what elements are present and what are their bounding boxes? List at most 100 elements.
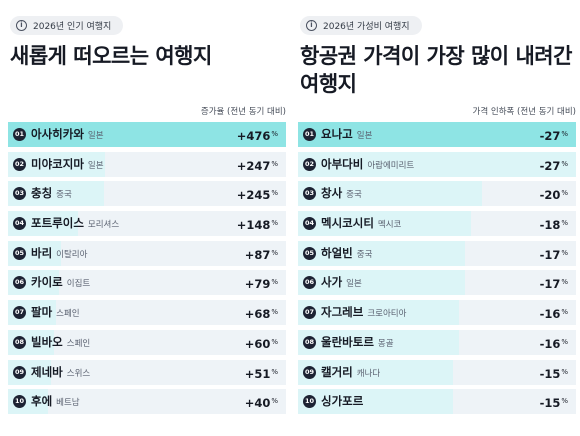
destination-name: 제네바 스위스 (31, 360, 90, 385)
value-label: -27% (540, 122, 568, 147)
value-unit: % (561, 337, 568, 346)
value-number: +87 (244, 247, 271, 262)
bar-row: 05 하얼빈 중국 -17% (298, 240, 576, 266)
destination-name: 사가 일본 (321, 270, 362, 295)
value-number: -20 (539, 188, 561, 203)
value-number: -17 (539, 247, 561, 262)
value-label: +51% (245, 360, 278, 385)
value-number: +51 (244, 366, 271, 381)
destination-name: 팔마 스페인 (31, 300, 80, 325)
value-number: +79 (244, 277, 271, 292)
bar-row: 04 멕시코시티 멕시코 -18% (298, 211, 576, 237)
country-label: 캐나다 (356, 368, 381, 379)
country-label: 아랍에미리트 (367, 160, 415, 171)
rank-badge: 03 (13, 187, 26, 201)
value-label: +245% (237, 181, 278, 206)
destination-name: 아부다비 아랍에미리트 (321, 152, 414, 177)
country-label: 몽골 (377, 338, 394, 349)
rank-badge: 04 (303, 217, 316, 231)
value-label: -27% (540, 152, 568, 177)
value-number: +40 (244, 396, 271, 411)
city-label: 아부다비 (321, 156, 364, 171)
bar-list: 01 요나고 일본 -27% 02 아부다비 아랍에미리트 -27% 03 창사 중국 -20% 04 멕… (298, 122, 576, 419)
bar-row: 02 미야코지마 일본 +247% (8, 151, 286, 177)
city-label: 울란바토르 (321, 334, 374, 349)
country-label: 중국 (356, 249, 373, 260)
country-label: 크로아티아 (367, 309, 407, 320)
value-unit: % (271, 337, 278, 346)
bar (298, 329, 459, 355)
bar (298, 211, 471, 237)
metric-label: 증가율 (전년 동기 대비) (200, 107, 286, 117)
bar-row: 03 창사 중국 -20% (298, 181, 576, 207)
rank-badge: 05 (303, 246, 316, 260)
bar-row: 09 캘거리 캐나다 -15% (298, 359, 576, 385)
value-unit: % (271, 219, 278, 228)
bar-list: 01 아사히카와 일본 +476% 02 미야코지마 일본 +247% 03 충칭 중국 +245% 0… (8, 122, 286, 419)
value-number: +68 (244, 307, 271, 322)
destination-name: 아사히카와 일본 (31, 122, 104, 147)
rank-badge: 02 (13, 157, 26, 171)
value-unit: % (271, 189, 278, 198)
value-label: +87% (245, 241, 278, 266)
value-label: -17% (540, 270, 568, 295)
city-label: 창사 (321, 186, 343, 201)
rank-badge: 06 (13, 276, 26, 290)
bar (298, 359, 453, 385)
bar-row: 03 충칭 중국 +245% (8, 181, 286, 207)
country-label: 스페인 (56, 309, 80, 320)
destination-name: 자그레브 크로아티아 (321, 300, 406, 325)
value-label: -16% (540, 300, 568, 325)
value-label: +40% (245, 389, 278, 414)
bar-row: 09 제네바 스위스 +51% (8, 359, 286, 385)
bar-row: 07 팔마 스페인 +68% (8, 300, 286, 326)
bar-row: 08 울란바토르 몽골 -16% (298, 329, 576, 355)
metric-label: 가격 인하폭 (전년 동기 대비) (472, 107, 576, 117)
value-unit: % (561, 189, 568, 198)
city-label: 미야코지마 (31, 156, 84, 171)
value-destinations-panel: i 2026년 가성비 여행지 항공권 가격이 가장 많이 내려간 여행지 가격… (298, 0, 576, 436)
bar-row: 08 빌바오 스페인 +60% (8, 329, 286, 355)
value-label: -18% (540, 211, 568, 236)
destination-name: 카이로 이집트 (31, 270, 90, 295)
value-unit: % (561, 219, 568, 228)
bar-row: 04 포트루이스 모리셔스 +148% (8, 211, 286, 237)
bar-row: 10 싱가포르 -15% (298, 389, 576, 415)
country-label: 중국 (346, 190, 362, 201)
country-label: 스페인 (66, 338, 91, 349)
bar-row: 05 바리 이탈리아 +87% (8, 240, 286, 266)
bar-row: 10 후에 베트남 +40% (8, 389, 286, 415)
value-unit: % (271, 159, 278, 168)
value-number: +60 (244, 336, 271, 351)
country-label: 이탈리아 (56, 249, 88, 260)
country-label: 멕시코 (377, 220, 402, 231)
city-label: 빌바오 (31, 334, 63, 349)
bar (298, 151, 576, 177)
rank-badge: 07 (13, 306, 26, 320)
rank-badge: 05 (13, 246, 26, 260)
value-number: -17 (539, 277, 561, 292)
bar (298, 240, 465, 266)
rank-badge: 08 (303, 335, 316, 349)
value-unit: % (271, 248, 278, 257)
rank-badge: 08 (13, 335, 26, 349)
city-label: 아사히카와 (31, 127, 84, 141)
destination-name: 싱가포르 (321, 389, 363, 414)
rank-badge: 03 (303, 187, 316, 201)
bar (298, 270, 465, 296)
bar (298, 389, 453, 415)
destination-name: 포트루이스 모리셔스 (31, 211, 119, 236)
value-number: +148 (236, 218, 271, 233)
bar (8, 122, 286, 147)
rank-badge: 04 (13, 217, 26, 231)
bar-row: 06 카이로 이집트 +79% (8, 270, 286, 296)
destination-name: 하얼빈 중국 (321, 241, 372, 266)
bar-row: 01 요나고 일본 -27% (298, 122, 576, 147)
value-unit: % (561, 397, 568, 406)
country-label: 베트남 (56, 398, 80, 409)
value-number: -15 (539, 366, 561, 381)
value-unit: % (271, 278, 278, 287)
value-label: -20% (540, 181, 568, 206)
rank-badge: 06 (303, 276, 316, 290)
panel-title: 새롭게 떠오르는 여행지 (10, 44, 212, 68)
